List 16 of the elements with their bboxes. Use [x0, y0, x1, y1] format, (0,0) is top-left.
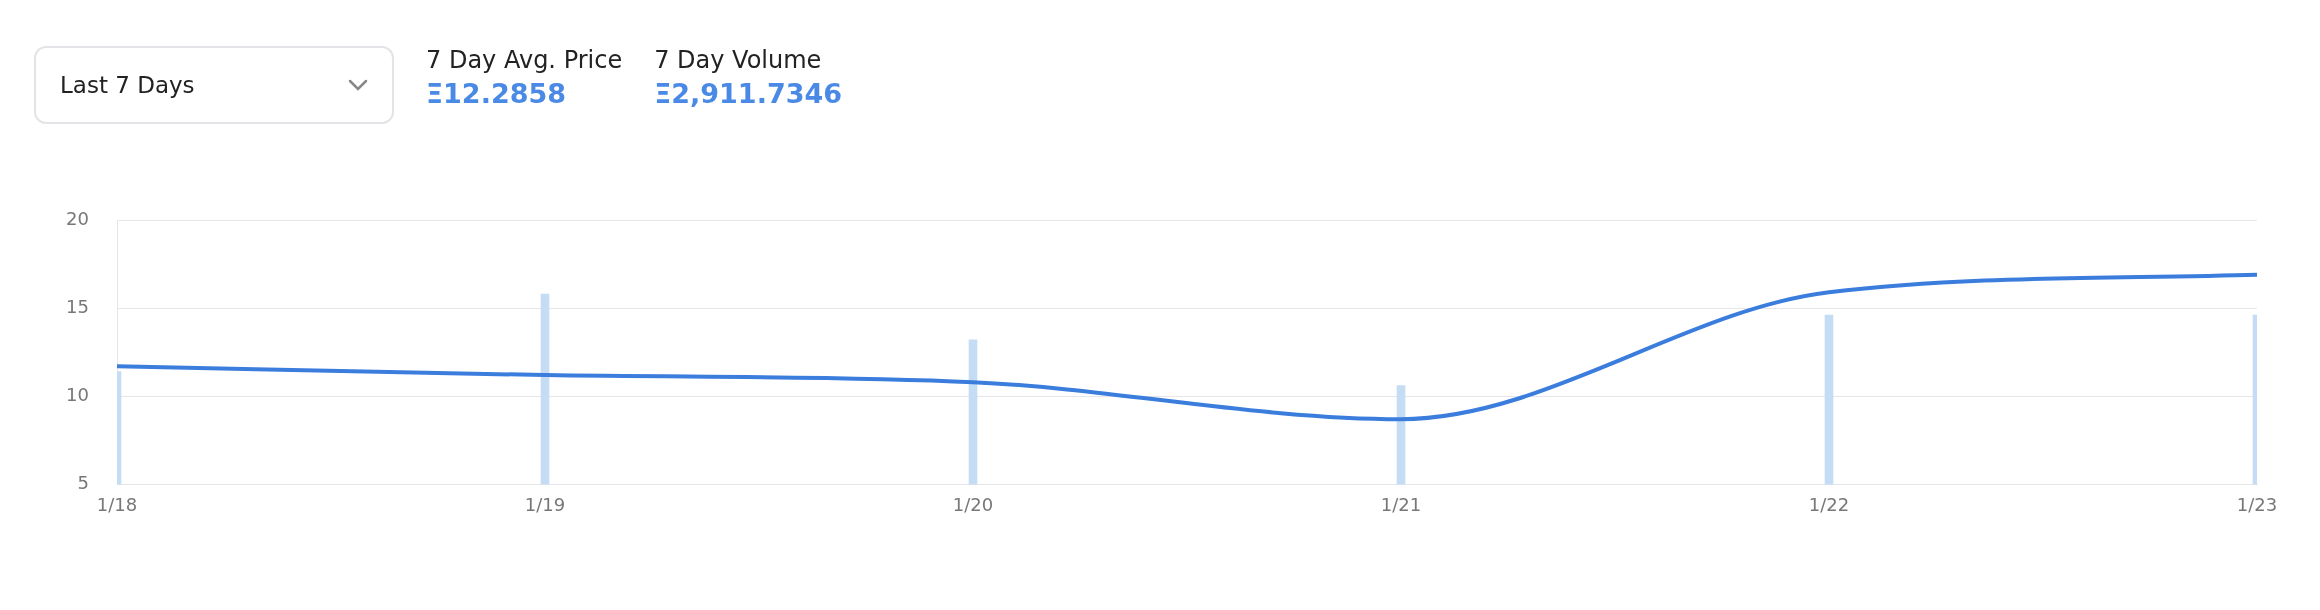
- text: 7 Day Avg. Price: [426, 46, 623, 74]
- y-tick-label: 10: [66, 383, 89, 405]
- x-tick-label: 1/23: [2236, 493, 2278, 515]
- text: Ξ2,911.7346: [654, 78, 843, 109]
- text: Last 7 Days: [60, 72, 195, 98]
- x-tick-label: 1/20: [952, 493, 994, 515]
- text: 7 Day Volume: [654, 46, 823, 74]
- x-tick-label: 1/19: [524, 493, 566, 515]
- y-tick-label: 15: [66, 295, 89, 317]
- x-tick-label: 1/18: [96, 493, 138, 515]
- y-tick-label: 20: [66, 207, 89, 229]
- x-tick-label: 1/21: [1380, 493, 1422, 515]
- line-series: [115, 272, 2259, 422]
- x-tick-label: 1/22: [1808, 493, 1850, 515]
- y-tick-label: 5: [77, 472, 89, 494]
- text: Ξ12.2858: [426, 78, 568, 109]
